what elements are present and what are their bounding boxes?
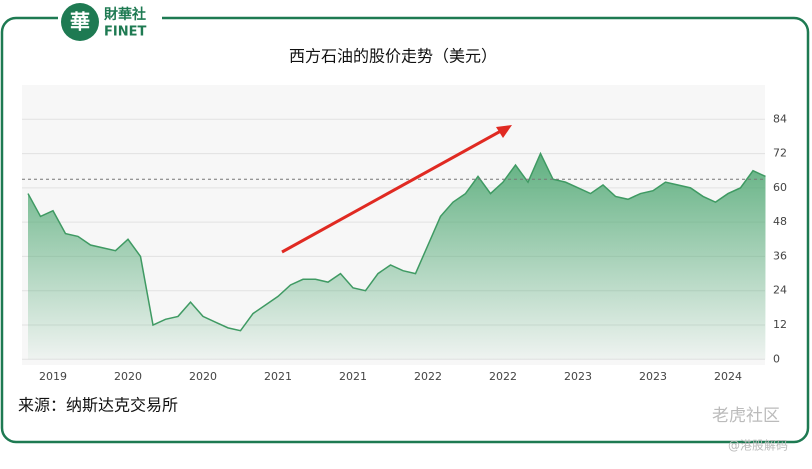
x-tick-label: 2021	[264, 370, 292, 383]
y-tick-label: 60	[773, 181, 787, 194]
x-tick-label: 2024	[714, 370, 742, 383]
logo-glyph: 華	[70, 10, 90, 34]
logo-en: FINET	[104, 25, 146, 40]
logo-cn: 財華社	[103, 6, 146, 23]
x-tick-label: 2019	[39, 370, 67, 383]
area	[28, 153, 766, 360]
y-tick-label: 24	[773, 284, 787, 297]
source: 来源：纳斯达克交易所	[18, 396, 178, 415]
y-tick-label: 84	[773, 112, 787, 125]
logo-badge	[61, 3, 99, 41]
trend-arrow	[281, 125, 509, 254]
x-tick-label: 2020	[189, 370, 217, 383]
y-tick-label: 48	[773, 215, 787, 228]
x-tick-label: 2020	[114, 370, 142, 383]
x-tick-label: 2022	[414, 370, 442, 383]
x-tick-label: 2023	[639, 370, 667, 383]
y-tick-label: 72	[773, 147, 787, 160]
handle: @港股解码	[728, 439, 788, 453]
x-tick-label: 2023	[564, 370, 592, 383]
arrow-head	[496, 125, 512, 138]
x-tick-label: 2021	[339, 370, 367, 383]
y-tick-label: 12	[773, 318, 787, 331]
x-tick-label: 2022	[489, 370, 517, 383]
chart-title: 西方石油的股价走势（美元）	[289, 47, 497, 66]
line	[27, 151, 766, 332]
y-tick-label: 36	[773, 249, 787, 262]
watermark: 老虎社区	[712, 406, 780, 426]
y-tick-label: 0	[773, 352, 780, 365]
